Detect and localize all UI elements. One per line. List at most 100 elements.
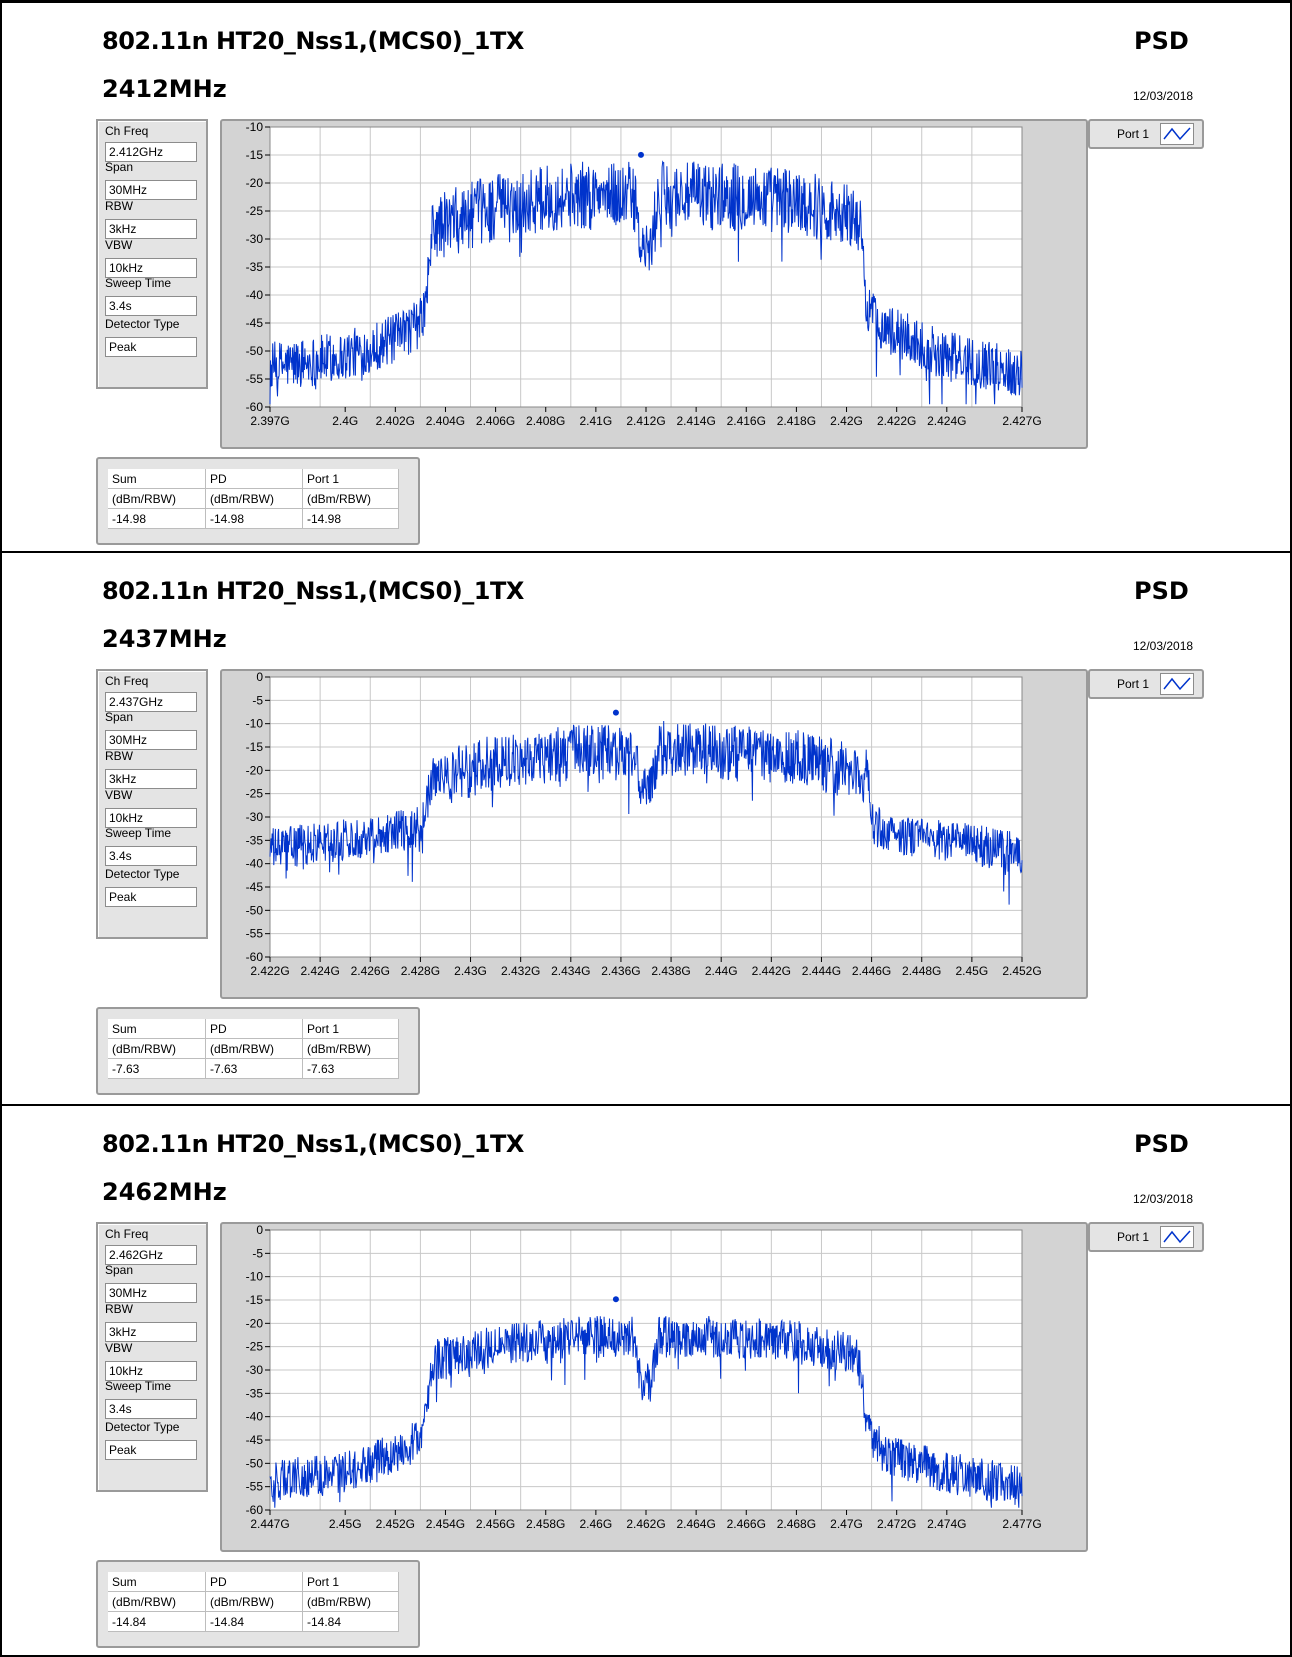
detector-type-field[interactable]: Peak [105, 887, 197, 907]
measurement-settings: Ch Freq 2.412GHz Span 30MHz RBW 3kHz VBW… [96, 119, 208, 389]
x-tick-label: 2.447G [250, 1517, 289, 1531]
detector-type-field[interactable]: Peak [105, 1440, 197, 1460]
span-field[interactable]: 30MHz [105, 180, 197, 200]
vbw-field[interactable]: 10kHz [105, 258, 197, 278]
vbw-field[interactable]: 10kHz [105, 1361, 197, 1381]
psd-panel-2437: 802.11n HT20_Nss1,(MCS0)_1TX PSD 2437MHz… [2, 551, 1292, 1104]
unit-pd: (dBm/RBW) [206, 1039, 303, 1059]
peak-marker [612, 1296, 619, 1303]
x-tick-label: 2.428G [401, 964, 440, 978]
y-tick-label: -25 [246, 204, 264, 218]
line-style-icon[interactable] [1160, 673, 1194, 695]
x-tick-label: 2.41G [580, 414, 613, 428]
psd-graph[interactable]: -10 -15 -20 -25 -30 -35 -40 -45 -50 -55 -60 2.397G 2… [220, 119, 1088, 449]
psd-label: PSD [1134, 577, 1189, 605]
legend-label: Port 1 [1117, 677, 1150, 691]
x-tick-label: 2.424G [927, 414, 966, 428]
report-date: 12/03/2018 [1133, 1192, 1194, 1206]
span-field[interactable]: 30MHz [105, 730, 197, 750]
unit-pd: (dBm/RBW) [206, 489, 303, 509]
y-tick-label: -40 [246, 1410, 264, 1424]
legend-label: Port 1 [1117, 1230, 1150, 1244]
ch-freq-label: Ch Freq [105, 1227, 149, 1241]
peak-marker [612, 709, 619, 716]
psd-panel-2462: 802.11n HT20_Nss1,(MCS0)_1TX PSD 2462MHz… [2, 1104, 1292, 1657]
measurement-settings: Ch Freq 2.462GHz Span 30MHz RBW 3kHz VBW… [96, 1222, 208, 1492]
rbw-field[interactable]: 3kHz [105, 219, 197, 239]
sweep-time-field[interactable]: 3.4s [105, 1399, 197, 1419]
x-tick-label: 2.462G [626, 1517, 665, 1531]
rbw-field[interactable]: 3kHz [105, 1322, 197, 1342]
x-tick-label: 2.448G [902, 964, 941, 978]
detector-type-field[interactable]: Peak [105, 337, 197, 357]
unit-port1: (dBm/RBW) [303, 489, 399, 509]
sweep-time-label: Sweep Time [105, 1379, 172, 1393]
unit-port1: (dBm/RBW) [303, 1039, 399, 1059]
psd-graph[interactable]: 0 -5 -10 -15 -20 -25 -30 -35 -40 -45 -50 -55 -60 2.44… [220, 1222, 1088, 1552]
x-tick-label: 2.404G [426, 414, 465, 428]
line-style-icon[interactable] [1160, 1226, 1194, 1248]
span-label: Span [105, 710, 134, 724]
value-sum: -14.98 [108, 509, 206, 529]
psd-chart: -10 -15 -20 -25 -30 -35 -40 -45 -50 -55 -602.397G 2… [246, 121, 1042, 428]
x-tick-label: 2.472G [877, 1517, 916, 1531]
rbw-field[interactable]: 3kHz [105, 769, 197, 789]
panel-title: 802.11n HT20_Nss1,(MCS0)_1TX [102, 27, 524, 55]
ch-freq-field[interactable]: 2.462GHz [105, 1245, 197, 1265]
y-tick-label: -5 [252, 693, 263, 707]
plot-legend[interactable]: Port 1 [1088, 119, 1204, 149]
x-tick-label: 2.43G [454, 964, 487, 978]
value-sum: -7.63 [108, 1059, 206, 1079]
value-pd: -14.84 [206, 1612, 303, 1632]
col-header-port1: Port 1 [303, 469, 399, 489]
y-tick-label: -15 [246, 740, 264, 754]
x-tick-label: 2.464G [676, 1517, 715, 1531]
y-tick-label: -55 [246, 927, 264, 941]
unit-pd: (dBm/RBW) [206, 1592, 303, 1612]
psd-trace [269, 720, 1023, 905]
marker-table: Sum PD Port 1 (dBm/RBW) (dBm/RBW) (dBm/R… [96, 457, 420, 545]
x-tick-label: 2.4G [332, 414, 358, 428]
y-tick-label: -5 [252, 1246, 263, 1260]
unit-port1: (dBm/RBW) [303, 1592, 399, 1612]
vbw-field[interactable]: 10kHz [105, 808, 197, 828]
x-tick-label: 2.427G [1002, 414, 1041, 428]
value-sum: -14.84 [108, 1612, 206, 1632]
y-tick-label: 0 [256, 671, 263, 684]
detector-type-label: Detector Type [105, 867, 180, 881]
psd-chart: 0 -5 -10 -15 -20 -25 -30 -35 -40 -45 -50 -55 -602.44… [246, 1224, 1042, 1531]
vbw-label: VBW [105, 788, 133, 802]
ch-freq-label: Ch Freq [105, 674, 149, 688]
x-tick-label: 2.406G [476, 414, 515, 428]
psd-label: PSD [1134, 1130, 1189, 1158]
y-tick-label: -25 [246, 1340, 264, 1354]
x-tick-label: 2.466G [727, 1517, 766, 1531]
report-date: 12/03/2018 [1133, 639, 1194, 653]
y-tick-label: -60 [246, 400, 264, 414]
col-header-pd: PD [206, 1019, 303, 1039]
x-tick-label: 2.412G [626, 414, 665, 428]
span-field[interactable]: 30MHz [105, 1283, 197, 1303]
line-style-icon[interactable] [1160, 123, 1194, 145]
unit-sum: (dBm/RBW) [108, 1592, 206, 1612]
channel-frequency-heading: 2437MHz [102, 625, 227, 653]
x-tick-label: 2.444G [802, 964, 841, 978]
y-tick-label: -20 [246, 1316, 264, 1330]
plot-legend[interactable]: Port 1 [1088, 1222, 1204, 1252]
measurement-settings: Ch Freq 2.437GHz Span 30MHz RBW 3kHz VBW… [96, 669, 208, 939]
psd-graph[interactable]: 0 -5 -10 -15 -20 -25 -30 -35 -40 -45 -50 -55 -60 2.42… [220, 669, 1088, 999]
col-header-port1: Port 1 [303, 1019, 399, 1039]
x-tick-label: 2.474G [927, 1517, 966, 1531]
x-tick-label: 2.438G [651, 964, 690, 978]
x-tick-label: 2.446G [852, 964, 891, 978]
sweep-time-field[interactable]: 3.4s [105, 296, 197, 316]
sweep-time-field[interactable]: 3.4s [105, 846, 197, 866]
y-tick-label: -30 [246, 810, 264, 824]
plot-legend[interactable]: Port 1 [1088, 669, 1204, 699]
ch-freq-field[interactable]: 2.412GHz [105, 142, 197, 162]
panel-title: 802.11n HT20_Nss1,(MCS0)_1TX [102, 577, 524, 605]
x-tick-label: 2.458G [526, 1517, 565, 1531]
x-tick-label: 2.46G [580, 1517, 613, 1531]
ch-freq-field[interactable]: 2.437GHz [105, 692, 197, 712]
